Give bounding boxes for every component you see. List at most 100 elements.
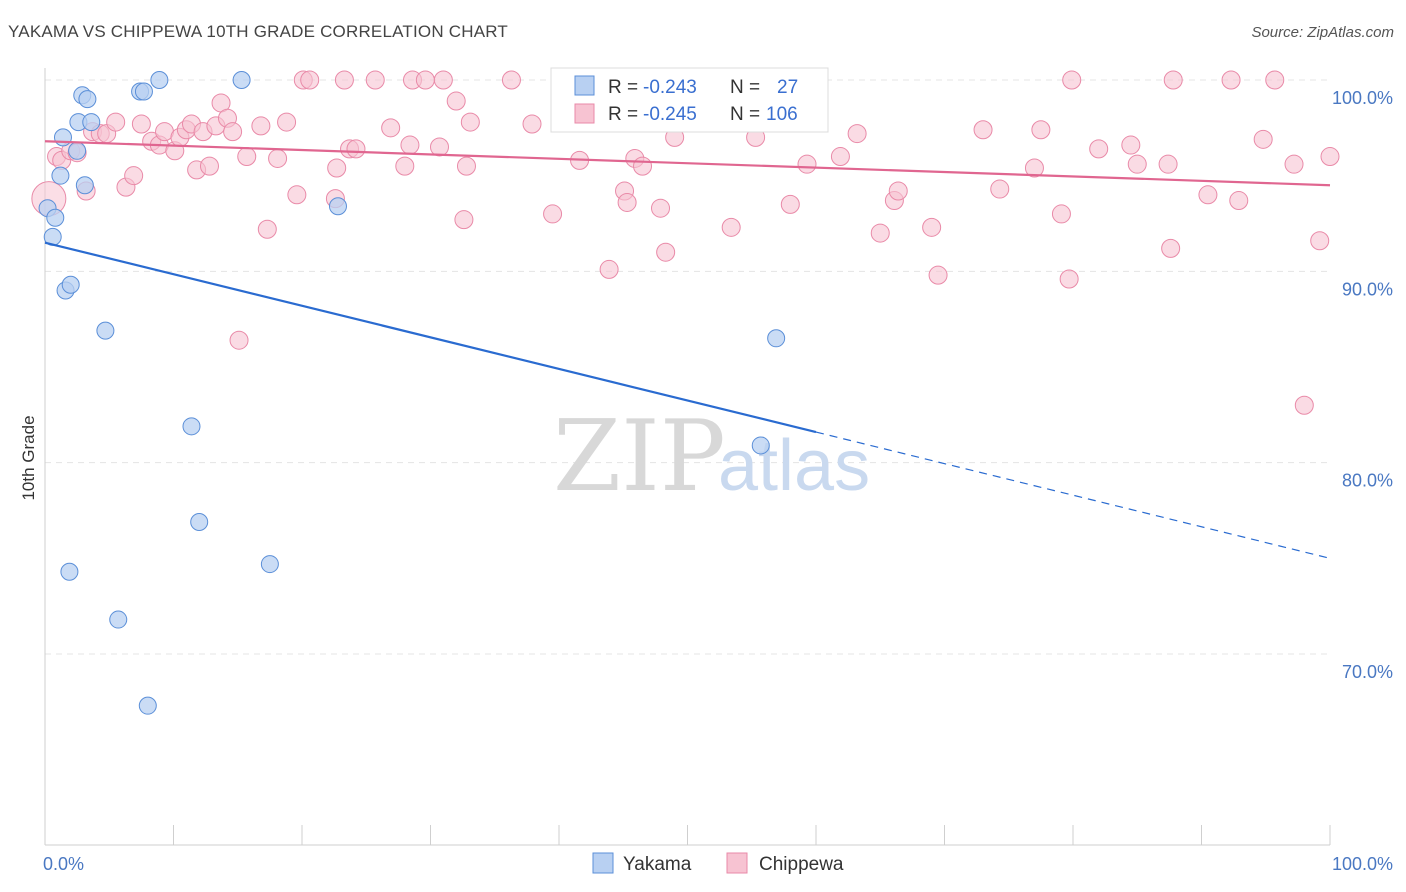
correlation-legend: R = -0.243 N = 27 R = -0.245 N = 106 [550,67,829,133]
y-tick-label-100: 100.0% [1332,88,1393,108]
x-tick-label-max: 100.0% [1332,854,1393,874]
chippewa-point [522,114,542,134]
chippewa-point [990,179,1010,199]
yakama-point [51,166,70,185]
yakama-point [134,82,153,101]
chippewa-point [1062,70,1082,90]
chippewa-point [415,70,435,90]
y-tick-labels: 70.0% 80.0% 90.0% 100.0% [1332,88,1393,682]
chippewa-point [1051,204,1071,224]
chippewa-point [870,223,890,243]
chippewa-point [1121,135,1141,155]
yakama-point [53,128,72,147]
chippewa-point [251,116,271,136]
chippewa-point [543,204,563,224]
chippewa-point [928,265,948,285]
yakama-point [60,562,79,581]
series-legend-yakama-label: Yakama [623,854,692,875]
legend-chippewa-n-value: 106 [766,104,798,125]
chippewa-point [1221,70,1241,90]
chippewa-point [268,148,288,168]
chippewa-point [922,217,942,237]
legend-yakama-r-value: -0.243 [643,77,697,98]
yakama-point [75,176,94,195]
yakama-trend-line [44,241,817,434]
chippewa-point [1198,185,1218,205]
chippewa-point [287,185,307,205]
yakama-point [96,321,115,340]
chippewa-point [460,112,480,132]
chippewa-point [300,70,320,90]
yakama-point [328,197,347,216]
chippewa-point [1284,154,1304,174]
yakama-point [68,141,87,160]
chippewa-point [277,112,297,132]
series-legend-yakama-swatch [592,852,614,874]
chippewa-point [106,112,126,132]
y-tick-label-80: 80.0% [1342,471,1393,491]
chippewa-point [830,147,850,167]
watermark-zip: ZIP [553,400,726,514]
x-tick-labels: 0.0% 100.0% [43,854,1393,874]
chippewa-point [633,156,653,176]
watermark-atlas: atlas [718,426,870,506]
yakama-point [61,275,80,294]
chippewa-point [381,118,401,138]
chippewa-point [131,114,151,134]
legend-chippewa-swatch [574,103,595,124]
yakama-point [150,71,169,89]
yakama-point [190,512,209,531]
chippewa-point [1024,158,1044,178]
yakama-point [751,436,770,455]
chippewa-point [223,122,243,142]
legend-chippewa-r-label: R = [608,104,638,125]
trend-lines [44,140,1331,559]
chippewa-point [1320,147,1340,167]
chippewa-point [888,181,908,201]
chippewa-point [229,330,249,350]
chippewa-point [847,124,867,144]
legend-chippewa-r-value: -0.245 [643,104,697,125]
chippewa-point [1158,154,1178,174]
chippewa-point [973,120,993,140]
chippewa-point [199,156,219,176]
chippewa-points [31,70,1340,415]
chippewa-point [797,154,817,174]
source-label: Source: ZipAtlas.com [1251,24,1394,41]
legend-box [550,67,829,133]
chippewa-point [124,166,144,186]
chippewa-point [1310,231,1330,251]
chippewa-point [365,70,385,90]
chippewa-point [1229,191,1249,211]
chippewa-point [433,70,453,90]
chippewa-trend-line [44,140,1331,187]
y-axis-label: 10th Grade [19,415,38,500]
y-tick-label-70: 70.0% [1342,662,1393,682]
legend-yakama-swatch [574,75,595,96]
series-legend-chippewa-label: Chippewa [759,854,844,875]
chippewa-point [456,156,476,176]
yakama-point [46,208,65,227]
chippewa-point [501,70,521,90]
chippewa-point [346,139,366,159]
yakama-point [232,71,251,89]
chippewa-point [721,217,741,237]
chippewa-point [1031,120,1051,140]
chippewa-point [1089,139,1109,159]
chippewa-point [656,242,676,262]
chippewa-point [257,219,277,239]
legend-yakama-r-label: R = [608,77,638,98]
chippewa-point [1253,129,1273,149]
chippewa-point [429,137,449,157]
chippewa-point [327,158,347,178]
chippewa-point [1059,269,1079,289]
chippewa-point [400,135,420,155]
chippewa-point [617,192,637,212]
gridlines [45,79,1330,655]
yakama-point [138,696,157,715]
chippewa-point [1163,70,1183,90]
chippewa-point [446,91,466,111]
legend-yakama-n-label: N = [730,77,760,98]
yakama-point [260,555,279,574]
